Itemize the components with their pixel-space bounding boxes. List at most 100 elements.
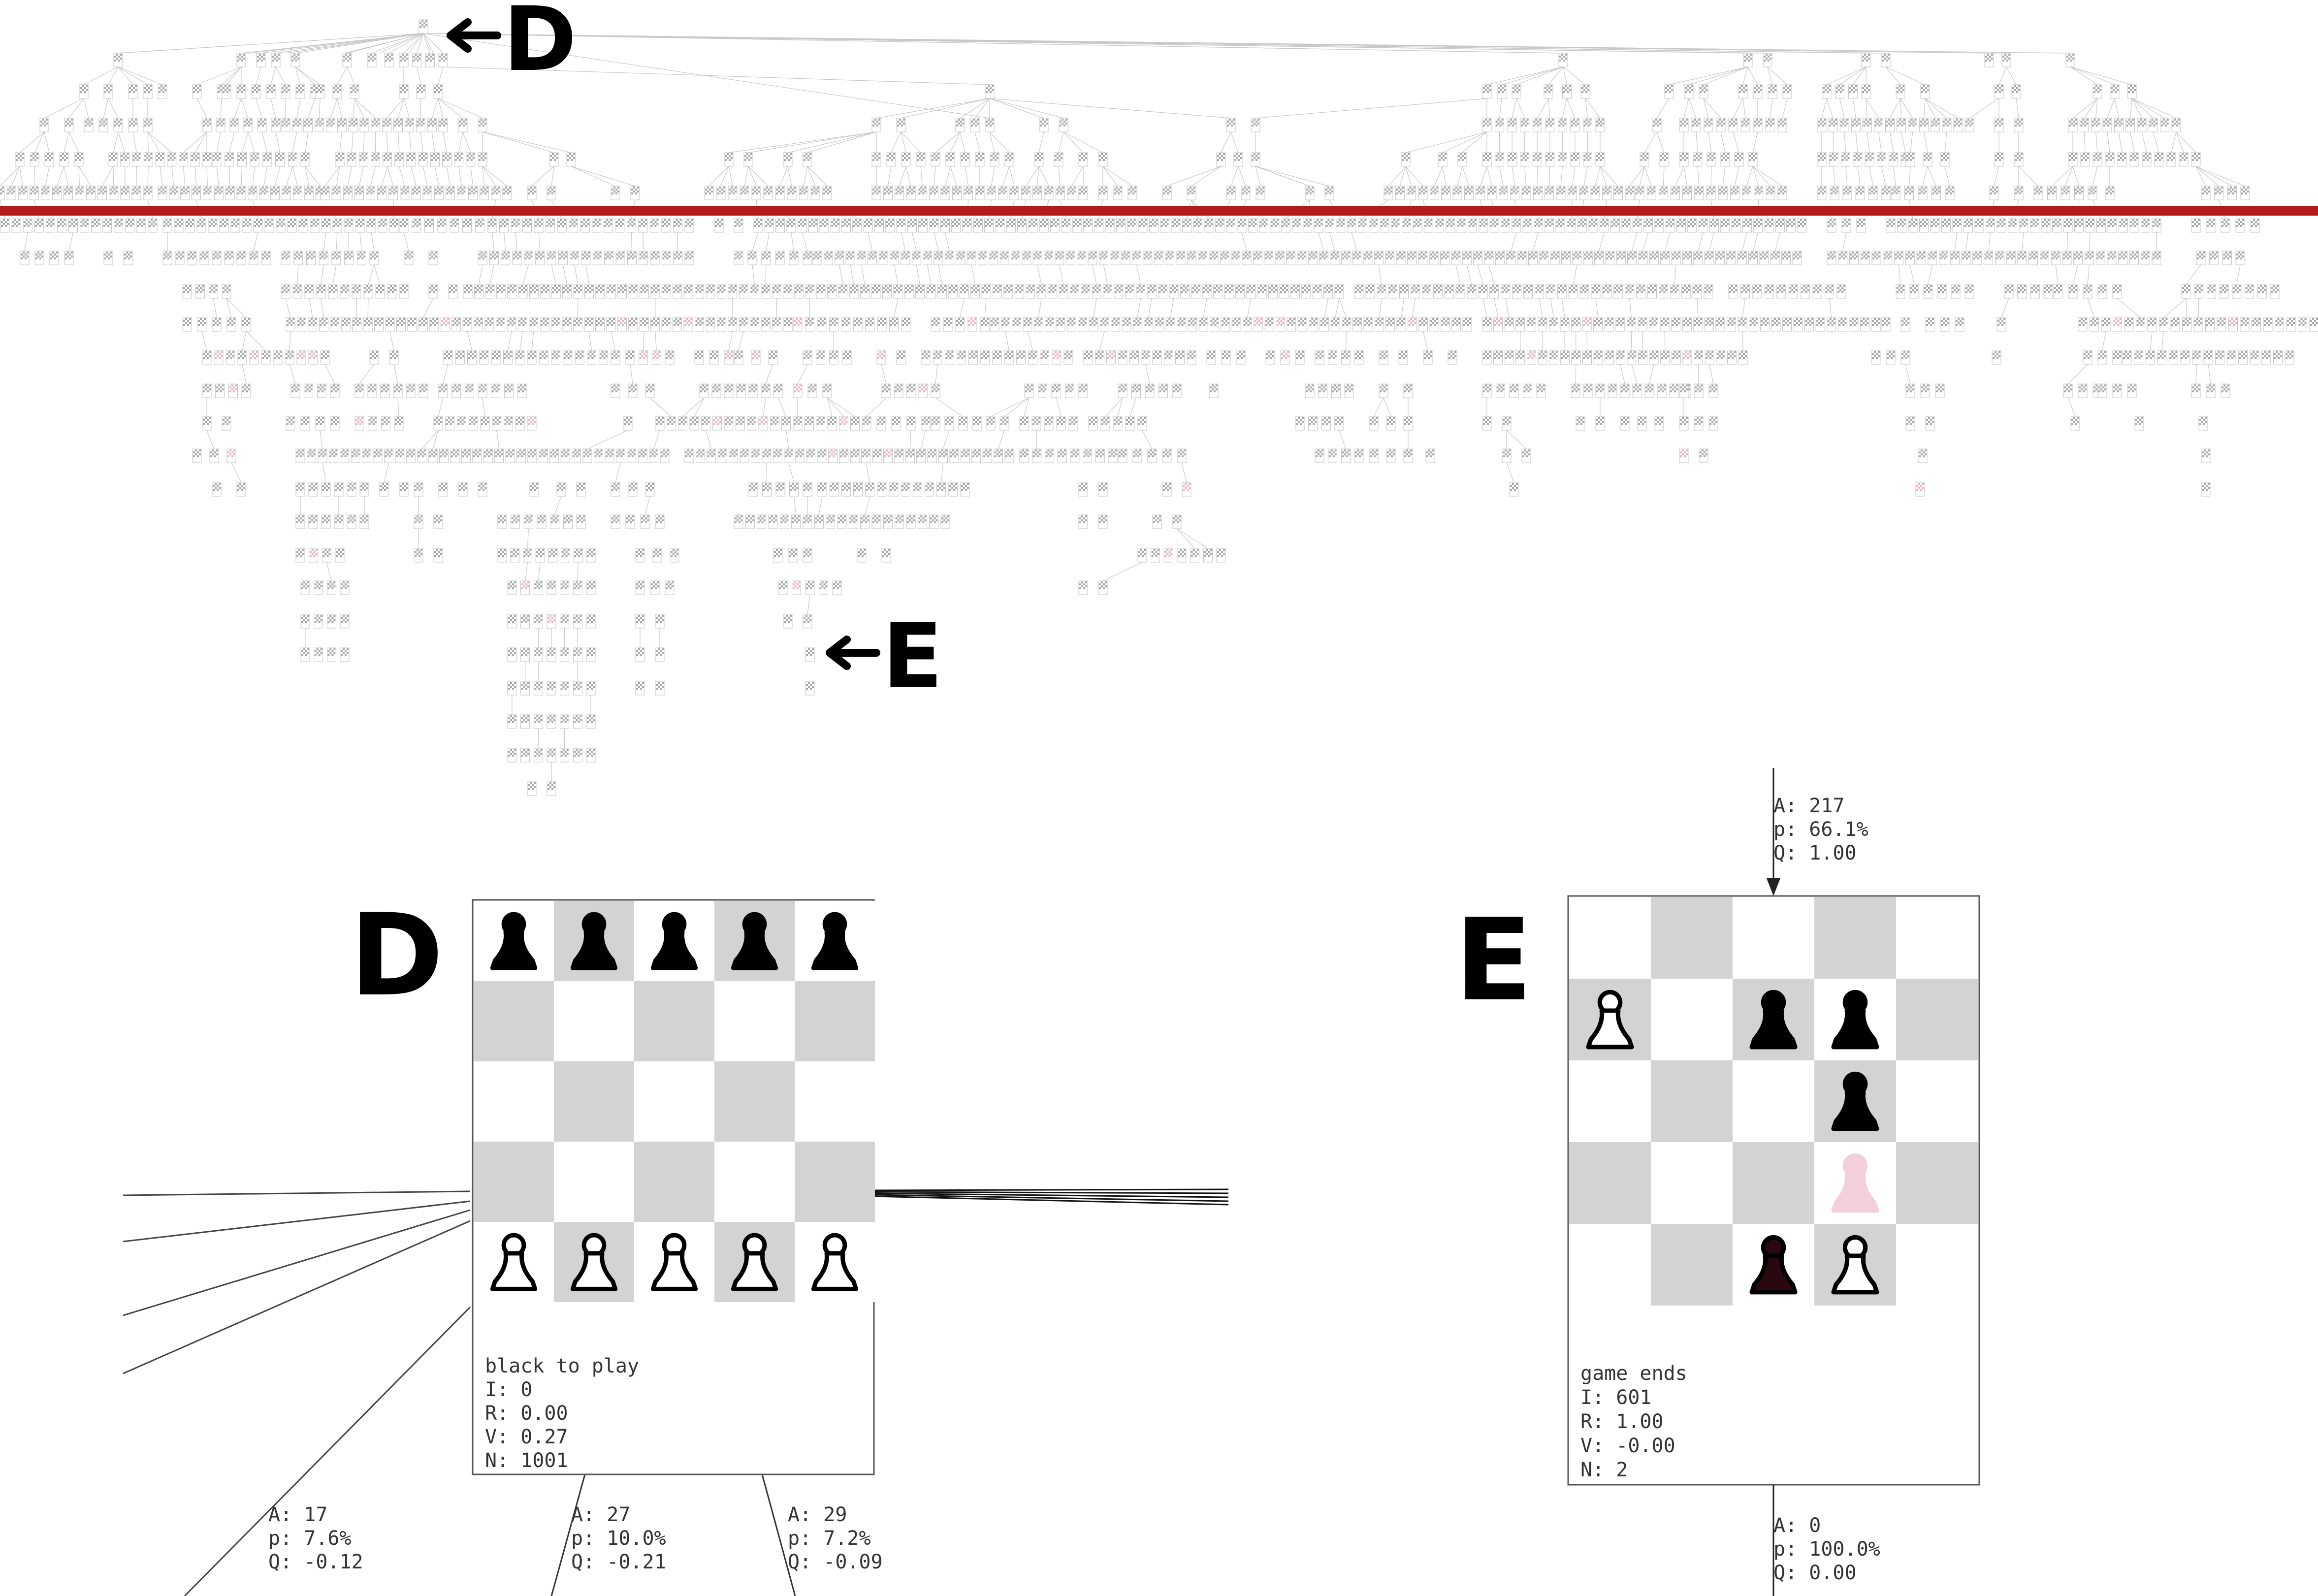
tree-node [575,350,584,365]
tree-node [448,284,458,299]
board-square [1814,979,1896,1060]
tree-node [558,251,568,265]
tree-node [383,152,392,167]
tree-node [655,416,665,431]
tree-node [2078,317,2088,332]
black-pawn-icon [490,912,538,970]
tree-node [1268,284,1278,299]
tree-node [999,251,1009,265]
tree-node [563,514,573,529]
tree-node [1918,448,1928,463]
tree-node [911,251,921,265]
tree-node [1817,186,1827,200]
board-square [714,981,795,1061]
tree-node [2073,251,2083,265]
tree-node [445,416,455,431]
tree-node [750,284,759,299]
tree-node [1871,251,1881,265]
white-pawn-icon [1586,990,1634,1050]
tree-node [2096,218,2106,233]
tree-node [1950,251,1960,265]
tree-node [226,317,236,332]
tree-node [944,350,954,365]
tree-node [865,317,875,332]
tree-node [507,714,517,729]
tree-node [2152,218,2161,233]
tree-node [716,284,726,299]
white-pawn-icon [650,1233,698,1291]
tree-node [2217,317,2226,332]
tree-node [1720,152,1730,167]
tree-node [1538,317,1547,332]
tree-node [406,448,416,463]
tree-node [573,614,582,629]
tree-node [896,118,906,132]
tree-node [354,383,364,398]
tree-node [1118,383,1127,398]
tree-node [367,53,377,67]
tree-node [1264,317,1274,332]
tree-node [438,118,448,132]
tree-node [1670,284,1679,299]
tree-node [817,482,827,497]
tree-node [236,84,246,99]
tree-node [97,186,107,200]
tree-node [2014,152,2024,167]
tree-node [404,251,414,265]
tree-node [549,152,559,167]
tree-node [975,152,985,167]
tree-node [1986,218,1995,233]
tree-node [1918,186,1928,200]
tree-node [625,350,635,365]
tree-node [1615,317,1625,332]
tree-node [225,186,235,200]
tree-node [1088,416,1098,431]
tree-node [1699,448,1708,463]
tree-node [197,317,207,332]
tree-node [237,350,247,365]
tree-node [1768,84,1777,99]
tree-node [1627,317,1636,332]
tree-node [1132,251,1141,265]
tree-node [1709,218,1719,233]
tree-node [1121,251,1130,265]
panel-e-outgoing-edge-label: A: 0 p: 100.0% Q: 0.00 [1773,1514,1880,1584]
tree-node [1657,383,1667,398]
tree-node [347,152,356,167]
tree-node [388,186,398,200]
tree-node [86,186,96,200]
tree-node [728,284,738,299]
tree-node [1815,317,1825,332]
tree-node [533,748,543,763]
tree-node [678,416,688,431]
tree-node [1004,350,1014,365]
tree-node [1012,317,1022,332]
tree-node [281,284,290,299]
tree-node [332,84,342,99]
tree-node [2017,284,2027,299]
tree-node [1176,251,1186,265]
panel-e-info: game ends I: 601 R: 1.00 V: -0.00 N: 2 [1580,1362,1687,1481]
tree-node [1595,383,1605,398]
board-square [1569,979,1651,1060]
tree-node [993,284,1002,299]
tree-node [1354,284,1364,299]
tree-node [611,186,620,200]
board-square [474,901,554,981]
tree-node [1515,317,1525,332]
tree-node [224,251,234,265]
tree-node [2270,284,2280,299]
tree-node [1638,317,1647,332]
tree-node [615,448,625,463]
tree-node [2014,118,2024,132]
tree-node [1871,317,1881,332]
tree-node [841,218,851,233]
outgoing-q: Q: 0.00 [1773,1562,1857,1584]
tree-node [1418,186,1428,200]
tree-node [354,186,364,200]
tree-node [990,152,999,167]
tree-node [1905,383,1915,398]
tree-node [1797,218,1807,233]
tree-node [1147,284,1157,299]
tree-node [1369,218,1379,233]
